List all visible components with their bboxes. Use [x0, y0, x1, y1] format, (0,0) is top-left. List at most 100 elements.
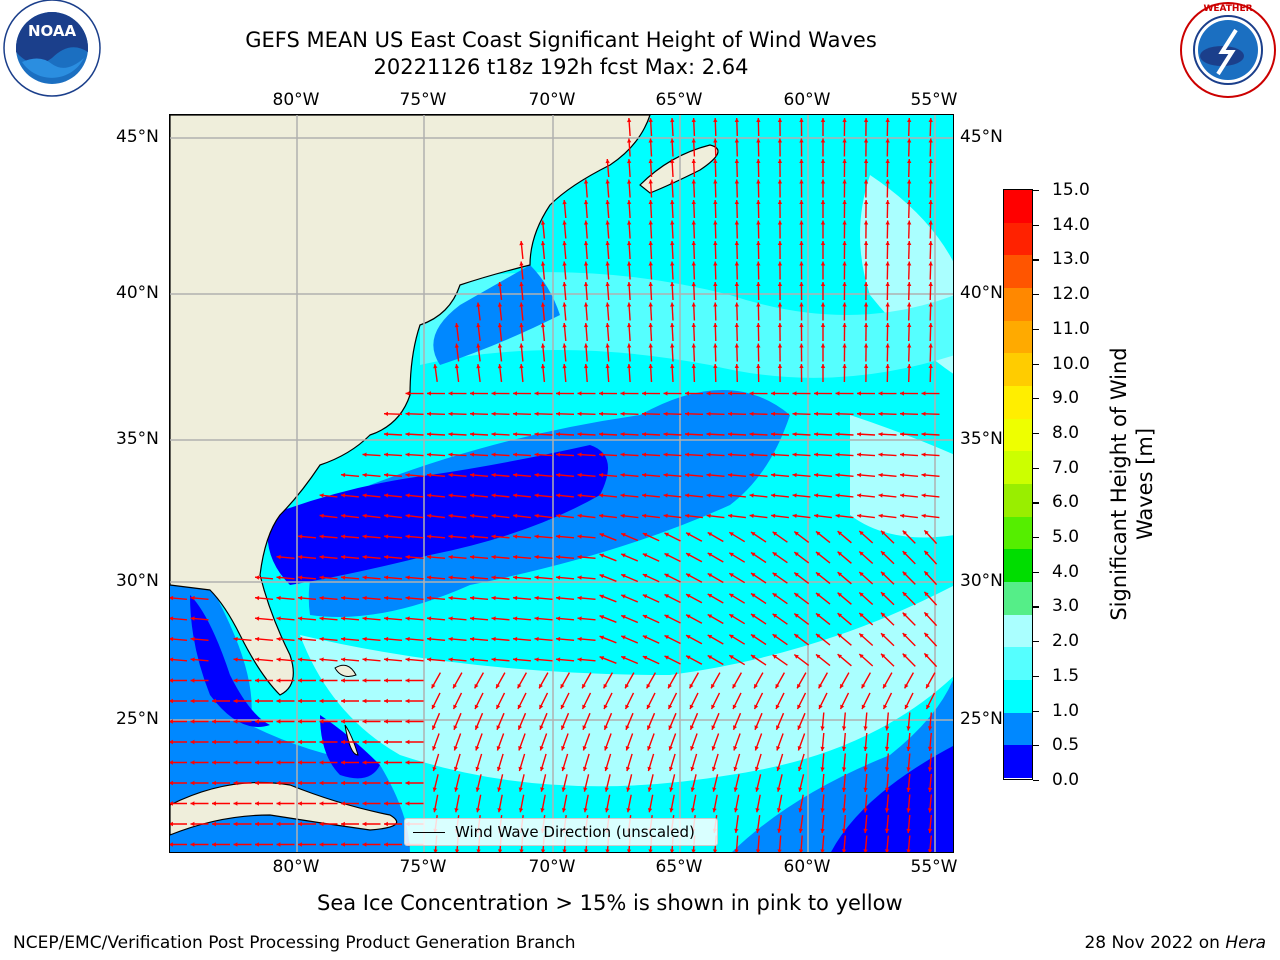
wave-direction-arrow [733, 774, 740, 792]
wave-direction-arrow [491, 575, 510, 580]
wave-direction-arrow [469, 595, 489, 601]
wave-direction-arrow [770, 391, 790, 396]
wave-direction-arrow [276, 657, 295, 662]
wave-direction-arrow [906, 732, 911, 752]
wave-direction-arrow [907, 179, 912, 198]
wave-direction-arrow [648, 363, 653, 383]
wave-direction-arrow [921, 391, 940, 396]
wave-direction-arrow [820, 835, 825, 852]
wave-direction-arrow [685, 634, 703, 645]
wave-direction-arrow [878, 411, 897, 416]
wave-direction-arrow [902, 612, 916, 626]
wave-direction-arrow [799, 117, 804, 137]
wave-direction-arrow [728, 552, 746, 563]
wave-direction-arrow [668, 712, 677, 731]
lat-tick-left: 25°N [116, 709, 159, 729]
wave-direction-arrow [670, 363, 675, 383]
wave-direction-arrow [605, 261, 610, 280]
wave-direction-arrow [605, 281, 610, 301]
lon-tick-top: 75°W [399, 90, 447, 110]
wave-direction-arrow [475, 794, 482, 813]
wave-direction-arrow [690, 774, 697, 792]
wave-direction-arrow [319, 493, 338, 498]
wave-direction-arrow [899, 391, 919, 396]
colorbar-tick-mark [1033, 398, 1039, 400]
wave-direction-arrow [405, 801, 424, 806]
wave-direction-arrow [772, 633, 788, 646]
colorbar-segment [1004, 582, 1032, 616]
wave-direction-arrow [583, 220, 589, 239]
wave-direction-arrow [538, 672, 549, 689]
wave-direction-arrow [776, 774, 783, 792]
wave-direction-arrow [384, 739, 402, 745]
wave-direction-arrow [491, 636, 510, 642]
wave-direction-arrow [880, 571, 895, 585]
wave-direction-arrow [233, 636, 252, 642]
wave-direction-arrow [474, 712, 484, 731]
wave-direction-arrow [340, 575, 360, 580]
wave-direction-arrow [254, 595, 274, 601]
wave-direction-arrow [691, 240, 696, 260]
wave-direction-arrow [476, 323, 481, 341]
wave-direction-arrow [513, 513, 531, 519]
wave-direction-arrow [598, 472, 618, 478]
wave-direction-arrow [837, 530, 852, 544]
wave-direction-arrow [448, 534, 467, 539]
wave-direction-arrow [648, 199, 653, 219]
wave-direction-arrow [663, 452, 682, 457]
wave-direction-arrow [663, 493, 682, 498]
wave-direction-arrow [298, 739, 316, 745]
wave-direction-arrow [927, 712, 933, 731]
wave-direction-arrow [620, 594, 639, 603]
wave-direction-arrow [583, 261, 589, 280]
wave-direction-arrow [712, 774, 719, 792]
wave-direction-arrow [405, 780, 424, 786]
wave-direction-arrow [711, 733, 720, 751]
wave-direction-arrow [384, 821, 402, 827]
footer-right: 28 Nov 2022 on Hera [1084, 933, 1266, 953]
wave-direction-arrow [497, 343, 503, 362]
wave-direction-arrow [641, 432, 661, 437]
wave-direction-arrow [555, 575, 575, 580]
wave-direction-arrow [899, 432, 919, 437]
wave-direction-arrow [448, 657, 467, 662]
lat-tick-left: 35°N [116, 429, 159, 449]
wave-direction-arrow [469, 575, 489, 580]
wave-direction-arrow [921, 493, 940, 498]
wave-direction-arrow [863, 814, 868, 834]
colorbar-segment [1004, 484, 1032, 518]
wave-direction-arrow [813, 432, 833, 437]
wave-direction-arrow [813, 472, 833, 478]
wave-direction-arrow [233, 780, 252, 786]
wave-direction-arrow [233, 842, 252, 847]
wave-direction-arrow [453, 733, 462, 751]
wave-direction-arrow [555, 554, 575, 560]
wave-direction-arrow [474, 692, 484, 710]
wave-direction-arrow [863, 835, 868, 852]
wave-direction-arrow [921, 472, 940, 478]
wave-direction-arrow [583, 363, 589, 383]
wave-direction-arrow [276, 698, 295, 704]
wave-direction-arrow [728, 634, 746, 645]
wave-direction-arrow [170, 698, 187, 704]
wave-direction-arrow [670, 302, 675, 321]
wave-direction-arrow [691, 281, 696, 301]
wave-direction-arrow [561, 794, 568, 813]
wave-direction-arrow [820, 343, 826, 362]
wave-direction-arrow [212, 842, 230, 847]
wave-direction-arrow [749, 391, 768, 396]
wave-direction-arrow [684, 432, 704, 437]
wave-direction-arrow [448, 472, 467, 478]
wave-direction-arrow [923, 591, 938, 606]
wave-direction-arrow [562, 220, 567, 239]
wave-direction-arrow [319, 534, 338, 539]
wave-direction-arrow [319, 698, 338, 704]
wave-direction-arrow [583, 302, 589, 321]
wave-direction-arrow [642, 513, 660, 519]
wave-direction-arrow [362, 554, 381, 560]
wave-direction-arrow [863, 302, 869, 321]
wave-direction-arrow [691, 261, 696, 280]
wave-direction-arrow [907, 261, 912, 280]
colorbar-tick-mark [1033, 224, 1039, 226]
wave-direction-arrow [448, 493, 467, 498]
